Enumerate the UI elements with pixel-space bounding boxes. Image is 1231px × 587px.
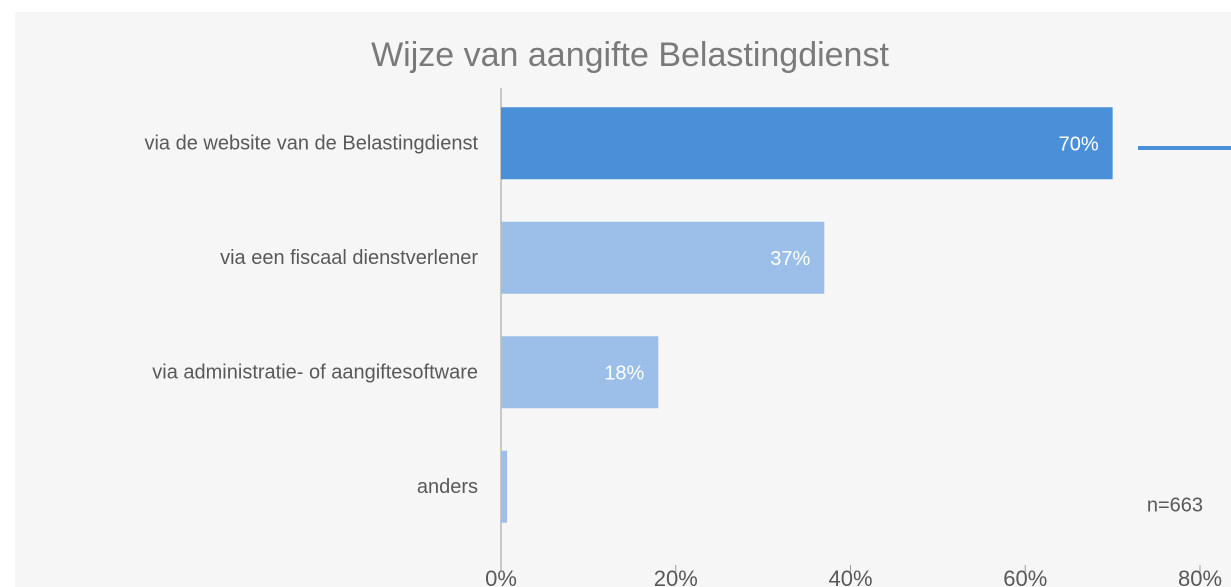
bar (501, 336, 659, 409)
plot-background (15, 12, 1231, 587)
value-label: 70% (1059, 134, 1099, 156)
y-tick-label: via de website van de Belastingdienst (144, 133, 478, 155)
x-tick-label: 60% (1003, 566, 1047, 587)
bar (501, 107, 1113, 180)
value-label: 37% (770, 248, 810, 270)
x-tick-label: 0% (485, 566, 517, 587)
chart-title: Wijze van aangifte Belastingdienst (371, 36, 889, 74)
annotation: n=663 (1147, 494, 1203, 516)
x-tick-label: 80% (1178, 566, 1222, 587)
x-tick-label: 20% (654, 566, 698, 587)
x-tick-label: 40% (828, 566, 872, 587)
bar (501, 450, 508, 523)
bar (501, 221, 825, 294)
y-tick-label: anders (417, 476, 478, 498)
value-label: 18% (604, 363, 644, 385)
y-tick-label: via administratie- of aangiftesoftware (152, 362, 478, 384)
y-tick-label: via een fiscaal dienstverlener (220, 247, 478, 269)
